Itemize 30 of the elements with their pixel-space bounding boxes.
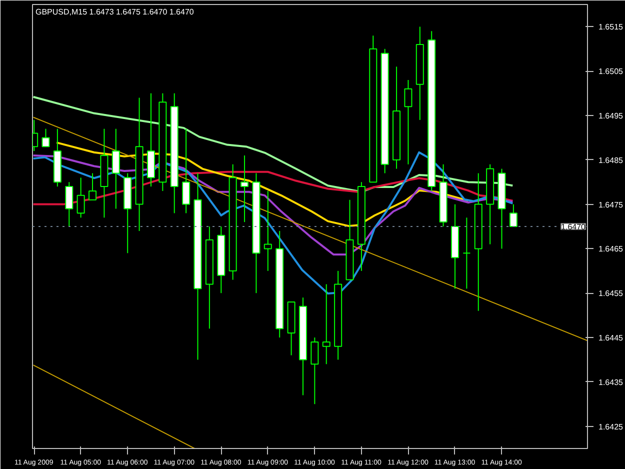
candlestick — [88, 172, 97, 200]
y-tick-label: 1.6455 — [598, 289, 624, 298]
y-tick-label: 1.6475 — [598, 200, 624, 210]
candlestick — [264, 190, 272, 272]
ref-line-label: 1.6470 — [561, 222, 586, 232]
line-series — [32, 170, 514, 206]
candlestick — [112, 128, 120, 210]
y-tick-label: 1.6515 — [598, 22, 624, 32]
y-tick-label: 1.6485 — [598, 156, 624, 165]
line-series — [32, 96, 514, 193]
candlestick — [76, 177, 85, 218]
line-series — [32, 151, 514, 295]
candlestick — [322, 284, 330, 365]
line-series — [32, 154, 514, 256]
candlestick — [462, 217, 471, 290]
candlestick — [240, 154, 249, 223]
candlestick — [404, 79, 412, 165]
candlestick — [509, 204, 518, 227]
y-tick-label: 1.6425 — [598, 422, 624, 432]
chart-title: GBPUSD,M15 1.6473 1.6475 1.6470 1.6470 — [36, 8, 194, 16]
y-tick-label: 1.6435 — [598, 378, 624, 387]
candlestick — [182, 128, 190, 214]
candlestick — [65, 182, 74, 227]
candlestick — [310, 337, 319, 405]
y-tick-label: 1.6445 — [598, 334, 624, 342]
line-series — [56, 142, 470, 228]
y-tick-label: 1.6495 — [598, 112, 624, 120]
y-tick-label: 1.6465 — [598, 244, 624, 254]
y-tick-label: 1.6505 — [598, 67, 624, 76]
candlestick — [42, 128, 50, 148]
